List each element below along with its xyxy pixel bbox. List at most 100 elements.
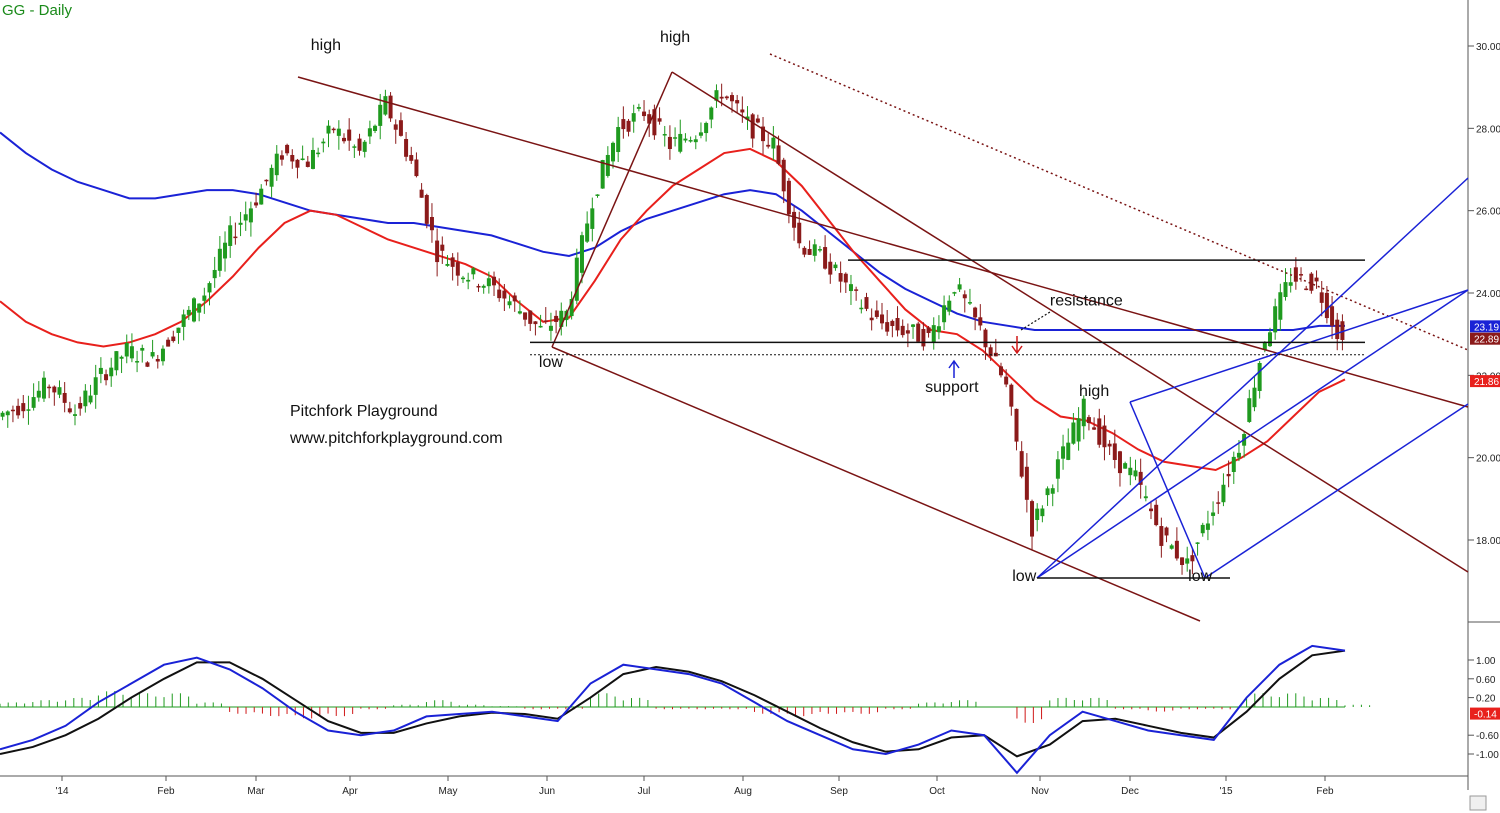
candle-body [1330,306,1335,326]
sma-fast-line [0,147,1346,472]
candle-body [1035,508,1040,520]
candle-body [642,111,647,117]
candle-body [166,339,171,347]
macd-layer [0,644,1371,775]
brown-fork-dotted-line [769,53,1469,351]
candle-body [212,269,217,279]
candle-body [1019,451,1024,477]
candle-body [559,310,564,327]
candle-body [988,347,993,357]
candle-body [398,120,403,136]
annotation-high: high [660,29,690,46]
resistance-arrow-icon [1011,336,1023,355]
annotation-low: low [1188,568,1212,585]
candle-body [1324,292,1329,319]
candle-body [1107,443,1112,447]
candle-body [93,377,98,395]
candle-body [1123,463,1128,469]
candle-body [502,290,507,299]
candle-body [73,414,78,416]
candle-body [1045,488,1050,496]
price-markers-layer: 23.19 22.89 21.86 -0.14 [1470,320,1500,721]
candle-body [1009,384,1014,407]
brown-fork-median [671,71,1469,573]
candle-body [543,320,548,322]
candle-body [973,307,978,318]
x-tick-label: Mar [247,786,265,797]
candle-body [1143,496,1148,499]
candle-body [947,300,952,312]
candle-body [652,109,657,136]
candle-body [140,347,145,351]
scroll-button[interactable] [1469,795,1487,811]
candle-body [47,386,52,389]
price-marker-badge [1470,332,1500,345]
candle-body [869,317,874,321]
candle-body [688,140,693,142]
candle-body [1004,376,1009,385]
candle-body [905,330,910,334]
candle-body [1257,362,1262,391]
candle-body [5,411,10,416]
candle-body [1097,418,1102,445]
candle-body [233,236,238,239]
candle-body [476,285,481,288]
candle-body [171,336,176,342]
x-tick-label: '15 [1219,786,1232,797]
candle-body [191,298,196,322]
resistance-leader-line [1020,311,1051,331]
candle-body [786,180,791,215]
candle-body [548,325,553,331]
candle-body [517,311,522,314]
osc-y-tick-label: -1.00 [1476,750,1499,761]
candle-body [321,141,326,144]
candle-body [1154,504,1159,526]
candle-body [792,211,797,228]
candle-body [460,277,465,280]
candle-body [435,240,440,263]
price-marker-badge [1470,375,1500,388]
support-arrow-icon [948,359,960,378]
candle-body [492,276,497,286]
candle-body [135,361,140,363]
osc-y-tick-label: 0.20 [1476,694,1496,705]
osc-y-tick-label: 1.00 [1476,656,1496,667]
candle-body [186,309,191,315]
candle-body [1231,456,1236,472]
sma-fast-layer [0,147,1346,472]
candle-body [719,96,724,99]
candle-body [1092,427,1097,430]
candle-body [57,387,62,395]
candle-body [678,133,683,152]
candle-body [538,325,543,328]
annotation-support: support [925,379,979,396]
osc-y-tick-label: -0.60 [1476,731,1499,742]
candle-body [859,307,864,310]
candle-body [1066,442,1071,460]
candle-body [295,159,300,168]
y-tick-label: 20.00 [1476,454,1500,465]
candle-body [238,222,243,225]
candle-body [119,356,124,359]
x-tick-label: Aug [734,786,752,797]
candle-body [755,118,760,123]
candle-body [223,242,228,259]
candle-body [874,310,879,317]
candle-body [62,392,67,403]
candle-body [378,104,383,126]
candle-body [595,194,600,196]
candle-body [512,295,517,302]
candle-body [761,126,766,142]
candle-body [300,158,305,161]
candle-body [880,314,885,324]
candle-body [605,154,610,176]
candle-body [1133,470,1138,477]
candle-body [155,358,160,362]
candle-body [414,159,419,177]
macd-line [0,644,1346,775]
horizontal-lines-layer [530,259,1365,356]
annotation-high: high [311,37,341,54]
candle-body [745,116,750,120]
candle-body [1086,417,1091,424]
candle-body [890,320,895,327]
